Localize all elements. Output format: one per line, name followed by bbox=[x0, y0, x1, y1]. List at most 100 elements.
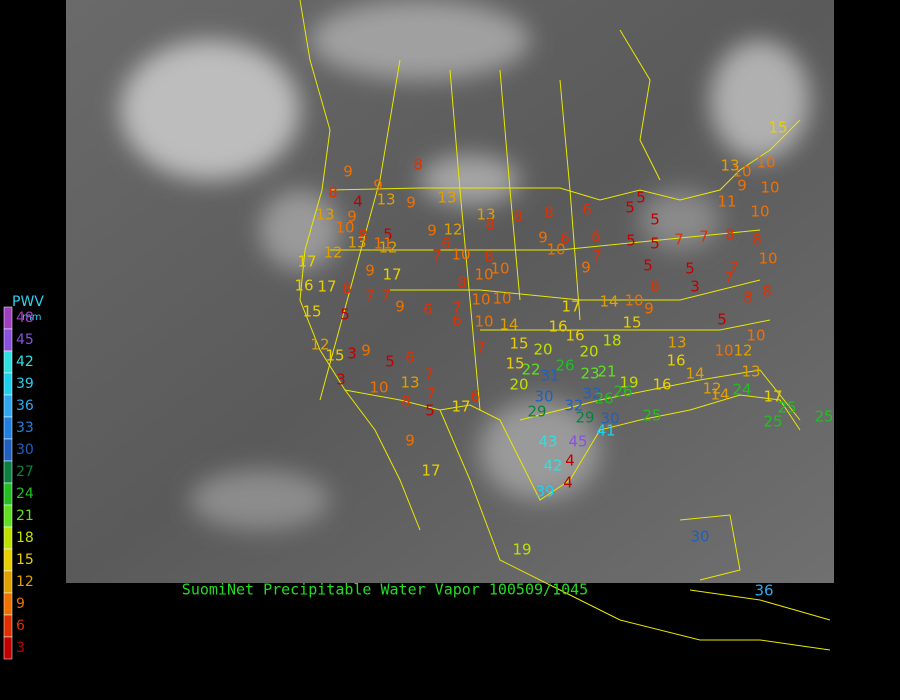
station-value: 8 bbox=[358, 227, 368, 245]
station-value: 17 bbox=[561, 298, 580, 316]
station-value: 5 bbox=[717, 311, 727, 329]
station-value: 8 bbox=[513, 208, 523, 226]
station-value: 3 bbox=[347, 345, 357, 363]
station-value: 6 bbox=[560, 230, 570, 248]
legend-label: 3 bbox=[16, 640, 25, 656]
station-value: 18 bbox=[602, 332, 621, 350]
station-value: 5 bbox=[643, 257, 653, 275]
station-value: 13 bbox=[437, 189, 456, 207]
station-value: 10 bbox=[471, 291, 490, 309]
station-value: 8 bbox=[457, 274, 467, 292]
station-value: 7 bbox=[724, 269, 734, 287]
station-value: 6 bbox=[405, 349, 415, 367]
station-value: 9 bbox=[737, 177, 747, 195]
caption: SuomiNet Precipitable Water Vapor 100509… bbox=[182, 581, 588, 599]
station-value: 7 bbox=[381, 287, 391, 305]
station-value: 10 bbox=[335, 219, 354, 237]
station-value: 8 bbox=[342, 280, 352, 298]
legend-swatch bbox=[3, 592, 13, 616]
station-value: 13 bbox=[400, 374, 419, 392]
station-value: 9 bbox=[581, 259, 591, 277]
station-value: 5 bbox=[626, 232, 636, 250]
station-value: 19 bbox=[512, 541, 531, 559]
map-outlines bbox=[299, 0, 831, 651]
station-value: 9 bbox=[427, 222, 437, 240]
station-value: 13 bbox=[315, 206, 334, 224]
station-value: 10 bbox=[451, 246, 470, 264]
legend-swatch bbox=[3, 394, 13, 418]
station-value: 6 bbox=[441, 235, 451, 253]
station-value: 7 bbox=[432, 247, 442, 265]
legend-swatch bbox=[3, 570, 13, 594]
station-value: 13 bbox=[741, 363, 760, 381]
legend-label: 21 bbox=[16, 508, 34, 524]
station-value: 4 bbox=[563, 474, 573, 492]
station-value: 7 bbox=[592, 247, 602, 265]
station-value: 8 bbox=[413, 156, 423, 174]
station-value: 9 bbox=[395, 298, 405, 316]
station-value: 21 bbox=[597, 363, 616, 381]
legend-swatch bbox=[3, 482, 13, 506]
station-value: 16 bbox=[548, 318, 567, 336]
station-value: 8 bbox=[752, 231, 762, 249]
station-value: 6 bbox=[423, 301, 433, 319]
station-value: 13 bbox=[347, 234, 366, 252]
station-value: 10 bbox=[490, 260, 509, 278]
legend-swatch bbox=[3, 460, 13, 484]
station-value: 42 bbox=[543, 457, 562, 475]
station-value: 14 bbox=[599, 293, 618, 311]
station-value: 7 bbox=[729, 259, 739, 277]
station-value: 11 bbox=[373, 235, 392, 253]
station-value: 15 bbox=[622, 314, 641, 332]
station-value: 5 bbox=[685, 260, 695, 278]
station-value: 6 bbox=[470, 388, 480, 406]
station-value: 6 bbox=[582, 201, 592, 219]
station-value: 17 bbox=[382, 266, 401, 284]
station-value: 10 bbox=[746, 327, 765, 345]
station-value: 12 bbox=[733, 342, 752, 360]
station-value: 17 bbox=[451, 398, 470, 416]
station-value: 10 bbox=[369, 379, 388, 397]
station-value: 5 bbox=[625, 199, 635, 217]
legend-label: 39 bbox=[16, 376, 34, 392]
station-value: 10 bbox=[758, 250, 777, 268]
station-value: 12 bbox=[443, 221, 462, 239]
station-value: 5 bbox=[383, 226, 393, 244]
legend-swatch bbox=[3, 614, 13, 638]
station-value: 9 bbox=[365, 262, 375, 280]
station-value: 14 bbox=[685, 365, 704, 383]
legend-label: 24 bbox=[16, 486, 34, 502]
station-value: 15 bbox=[325, 347, 344, 365]
legend-label: 42 bbox=[16, 354, 34, 370]
station-value: 30 bbox=[600, 410, 619, 428]
station-value: 7 bbox=[452, 299, 462, 317]
station-value: 6 bbox=[452, 312, 462, 330]
legend-label: 36 bbox=[16, 398, 34, 414]
station-value: 13 bbox=[667, 334, 686, 352]
station-value: 20 bbox=[509, 376, 528, 394]
legend-label: 48 bbox=[16, 310, 34, 326]
station-value: 10 bbox=[546, 241, 565, 259]
legend-swatch bbox=[3, 328, 13, 352]
station-value: 8 bbox=[544, 204, 554, 222]
legend-swatch bbox=[3, 372, 13, 396]
station-value: 8 bbox=[743, 289, 753, 307]
station-value: 9 bbox=[538, 229, 548, 247]
station-value: 25 bbox=[814, 408, 833, 426]
station-value: 36 bbox=[754, 582, 773, 600]
legend-unit: mm bbox=[22, 312, 41, 323]
station-value: 5 bbox=[636, 189, 646, 207]
station-value: 4 bbox=[353, 193, 363, 211]
station-value: 17 bbox=[763, 388, 782, 406]
legend-swatch bbox=[3, 548, 13, 572]
station-value: 23 bbox=[580, 365, 599, 383]
station-value: 10 bbox=[760, 179, 779, 197]
station-value: 15 bbox=[509, 335, 528, 353]
station-value: 20 bbox=[579, 343, 598, 361]
station-value: 17 bbox=[421, 462, 440, 480]
station-value: 41 bbox=[596, 422, 615, 440]
clouds bbox=[120, 0, 810, 530]
station-value: 8 bbox=[328, 184, 338, 202]
station-value: 32 bbox=[564, 397, 583, 415]
